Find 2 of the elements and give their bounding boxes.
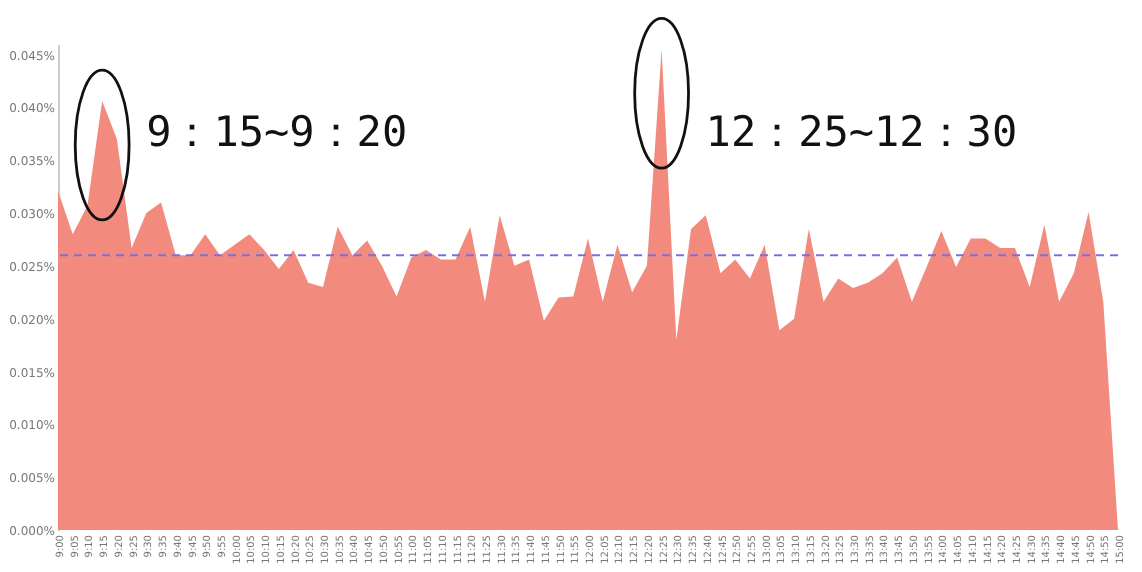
annotation: 12：25~12：30 — [705, 108, 1018, 156]
annotation: 9：15~9：20 — [146, 108, 408, 156]
